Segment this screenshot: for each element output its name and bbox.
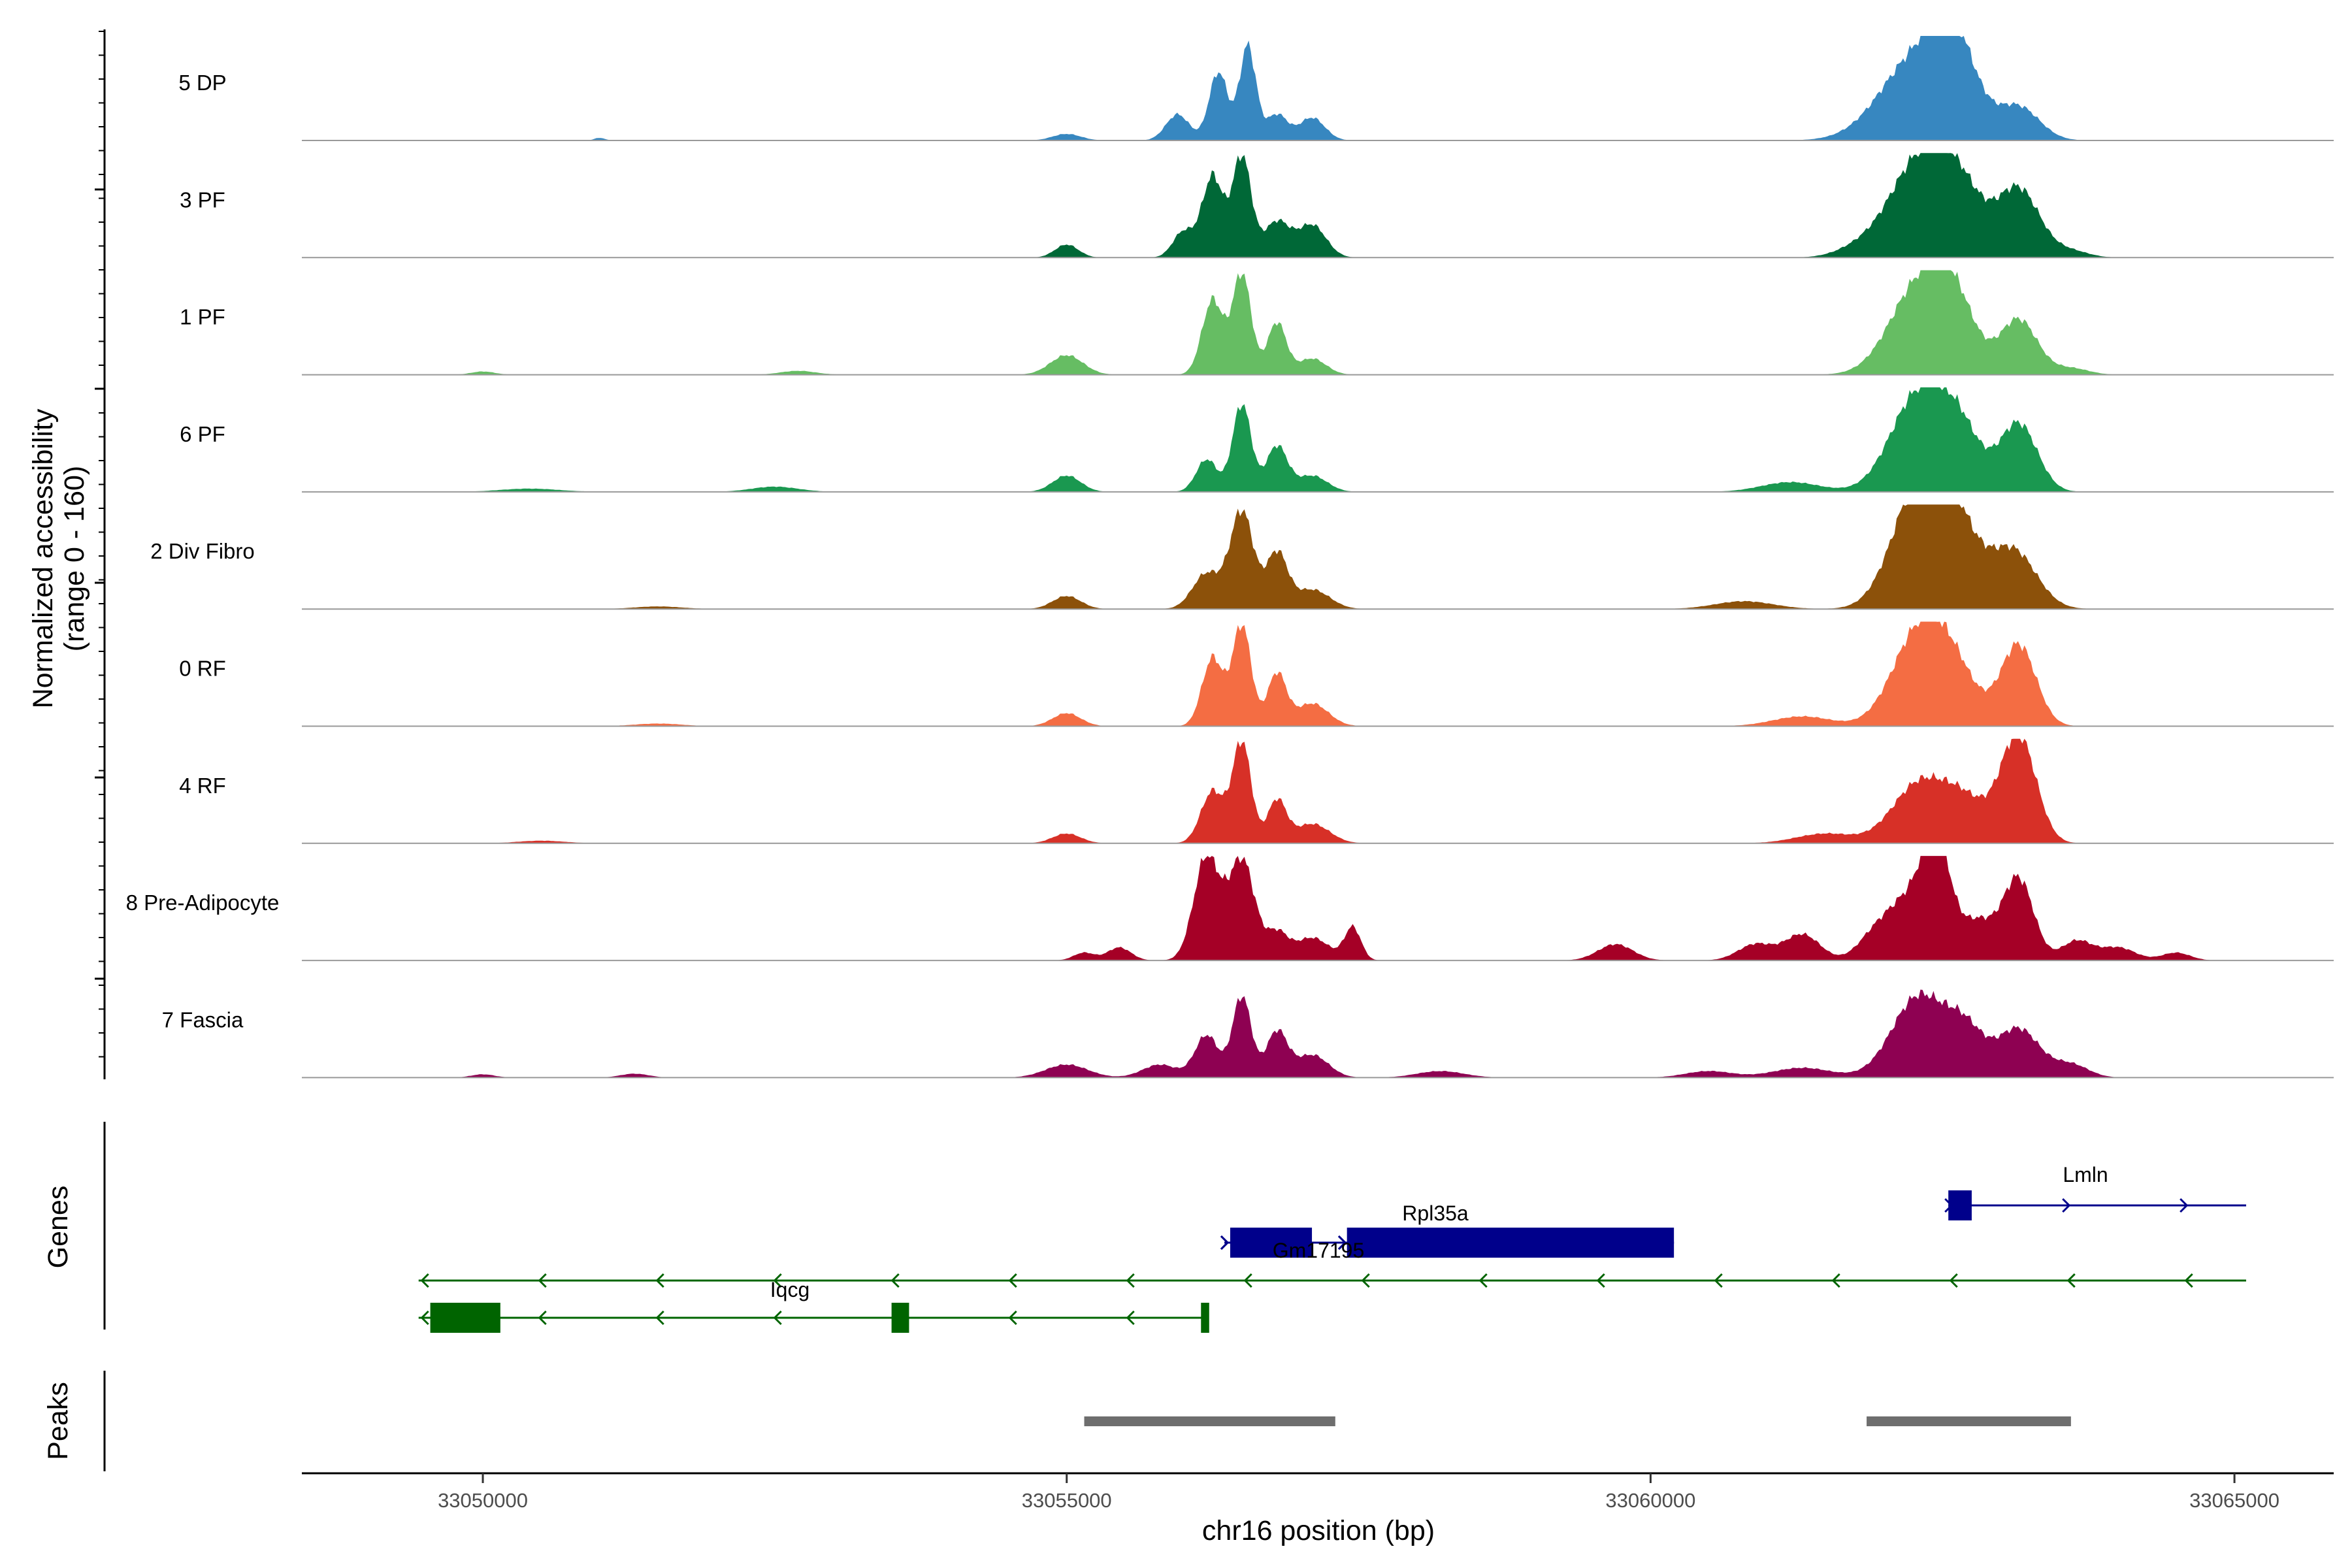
track-7-fascia: 7 Fascia <box>162 989 2334 1079</box>
x-tick-label: 33060000 <box>1605 1489 1695 1512</box>
coverage-area <box>302 387 2252 492</box>
x-axis-title: chr16 position (bp) <box>1202 1515 1435 1546</box>
strand-arrow <box>538 1273 547 1288</box>
coverage-area <box>302 989 2252 1078</box>
strand-arrow <box>2066 1273 2076 1288</box>
track-label: 2 Div Fibro <box>150 539 255 563</box>
track-4-rf: 4 RF <box>179 738 2334 844</box>
track-label: 3 PF <box>180 188 225 212</box>
strand-arrow <box>2180 1198 2189 1213</box>
x-axis: 33050000 33055000 33060000 33065000 <box>302 1472 2334 1512</box>
gene-label: Iqcg <box>770 1278 809 1301</box>
strand-arrow <box>2184 1273 2193 1288</box>
strand-arrow <box>1126 1310 1135 1326</box>
strand-arrow <box>890 1273 900 1288</box>
coverage-area <box>302 153 2252 258</box>
peak-regions <box>1084 1416 2071 1426</box>
strand-arrow <box>655 1273 664 1288</box>
strand-arrow <box>538 1310 547 1326</box>
strand-arrow <box>1714 1273 1723 1288</box>
track-5-dp: 5 DP <box>178 36 2334 141</box>
peak-region <box>1084 1416 1335 1426</box>
track-8-pre-adipocyte: 8 Pre-Adipocyte <box>126 856 2334 962</box>
strand-arrow <box>420 1310 429 1326</box>
strand-arrow <box>1337 1235 1347 1250</box>
strand-arrow <box>773 1273 782 1288</box>
strand-arrow <box>1949 1273 1958 1288</box>
strand-arrow <box>1008 1310 1017 1326</box>
exon <box>1201 1303 1209 1333</box>
y-axis-title-line2: (range 0 - 160) <box>59 466 90 651</box>
gene-iqcg: Iqcg <box>418 1278 1209 1333</box>
peaks-axis-title: Peaks <box>42 1382 74 1460</box>
exon <box>430 1303 500 1333</box>
strand-arrow <box>655 1310 664 1326</box>
coverage-area <box>302 36 2252 140</box>
x-tick-label: 33050000 <box>438 1489 528 1512</box>
track-label: 4 RF <box>179 774 226 798</box>
gene-iqcg_long <box>418 1273 2246 1288</box>
track-2-div-fibro: 2 Div Fibro <box>150 504 2334 610</box>
track-label: 5 DP <box>178 71 226 95</box>
strand-arrow <box>1361 1273 1370 1288</box>
coverage-area <box>302 621 2252 727</box>
gene-lmln: Lmln <box>1944 1163 2246 1220</box>
y-axis-title-line1: Normalized accessibility <box>27 408 59 708</box>
x-tick-label: 33065000 <box>2189 1489 2279 1512</box>
peaks-panel: Peaks <box>42 1371 2071 1471</box>
strand-arrow <box>1008 1273 1017 1288</box>
coverage-tracks: 5 DP 3 PF 1 PF 6 PF 2 Div Fibro 0 RF 4 RF 8 Pre… <box>126 36 2334 1079</box>
strand-arrow <box>1596 1273 1605 1288</box>
strand-arrow <box>1478 1273 1488 1288</box>
gene-gm17195: Gm17195 <box>1220 1235 1365 1262</box>
coverage-y-axis <box>95 29 106 1079</box>
track-0-rf: 0 RF <box>179 621 2334 727</box>
genes-axis-title: Genes <box>42 1186 74 1269</box>
track-label: 6 PF <box>180 422 225 446</box>
genes-panel: Genes Lmln Rpl35a Gm17195 Iqcg <box>42 1122 2246 1333</box>
strand-arrow <box>1831 1273 1840 1288</box>
coverage-area <box>302 738 2252 843</box>
strand-arrow <box>773 1310 782 1326</box>
exon <box>1948 1190 1972 1220</box>
coverage-y-axis-title: Normalized accessibility (range 0 - 160) <box>27 408 90 708</box>
gene-label: Rpl35a <box>1402 1201 1469 1225</box>
exon <box>1347 1228 1674 1258</box>
strand-arrow <box>1220 1235 1230 1250</box>
gene-label: Lmln <box>2063 1163 2108 1186</box>
strand-arrow <box>420 1273 429 1288</box>
strand-arrow <box>1126 1273 1135 1288</box>
exon <box>891 1303 909 1333</box>
x-tick-label: 33055000 <box>1022 1489 1112 1512</box>
track-label: 7 Fascia <box>162 1007 244 1032</box>
coverage-area <box>302 856 2252 961</box>
coverage-area <box>302 270 2252 375</box>
track-3-pf: 3 PF <box>180 153 2334 259</box>
track-6-pf: 6 PF <box>180 387 2334 493</box>
track-1-pf: 1 PF <box>180 270 2334 376</box>
track-label: 1 PF <box>180 305 225 329</box>
track-label: 0 RF <box>179 657 226 681</box>
strand-arrow <box>1243 1273 1252 1288</box>
strand-arrow <box>2062 1198 2071 1213</box>
track-label: 8 Pre-Adipocyte <box>126 890 280 915</box>
coverage-area <box>302 504 2252 610</box>
gene-annotations: Lmln Rpl35a Gm17195 Iqcg <box>418 1163 2246 1333</box>
gene-label: Gm17195 <box>1273 1239 1365 1262</box>
peak-region <box>1867 1416 2071 1426</box>
